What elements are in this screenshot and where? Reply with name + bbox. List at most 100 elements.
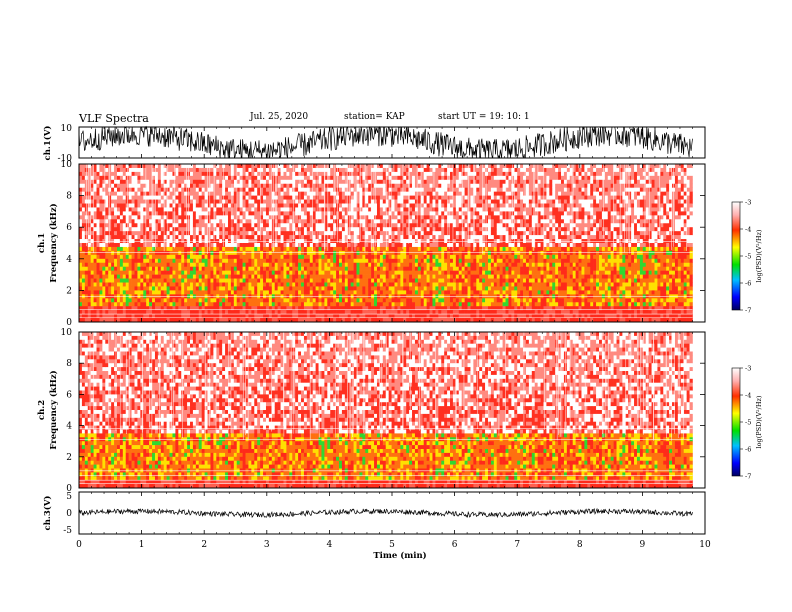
- spectrogram-cell: [414, 270, 419, 275]
- spectrogram-cell: [429, 195, 433, 200]
- spectrogram-cell: [201, 175, 205, 181]
- spectrogram-cell: [102, 235, 106, 240]
- spectrogram-cell: [169, 164, 173, 169]
- spectrogram-cell: [125, 250, 129, 256]
- spectrogram-cell: [356, 183, 360, 188]
- spectrogram-cell: [306, 183, 311, 188]
- spectrogram-cell: [230, 290, 235, 295]
- spectrogram-cell: [265, 290, 270, 295]
- spectrogram-cell: [400, 195, 404, 200]
- spectrogram-cell: [312, 164, 316, 169]
- spectrogram-cell: [119, 219, 124, 224]
- spectrogram-cell: [169, 246, 173, 252]
- spectrogram-cell: [227, 183, 232, 188]
- spectrogram-cell: [318, 258, 322, 264]
- spectrogram-cell: [219, 286, 223, 291]
- spectrogram-cell: [154, 199, 159, 204]
- spectrogram-cell: [152, 270, 156, 275]
- spectrogram-cell: [245, 175, 249, 181]
- spectrogram-cell: [327, 164, 331, 169]
- spectrogram-cell: [391, 302, 395, 307]
- spectrogram-cell: [160, 187, 165, 192]
- spectrogram-cell: [160, 207, 165, 212]
- spectrogram-cell: [265, 235, 270, 240]
- spectrogram-cell: [213, 191, 217, 196]
- spectrogram-cell: [339, 219, 343, 224]
- spectrogram-cell: [172, 286, 176, 291]
- spectrogram-cell: [388, 266, 392, 271]
- spectrogram-cell: [198, 179, 202, 185]
- spectrogram-cell: [166, 290, 170, 295]
- spectrogram-cell: [225, 215, 229, 220]
- spectrogram-cell: [327, 306, 331, 311]
- spectrogram-cell: [245, 171, 249, 177]
- spectrogram-cell: [309, 164, 314, 169]
- spectrogram-cell: [125, 298, 129, 303]
- spectrogram-cell: [213, 195, 217, 200]
- spectrogram-cell: [391, 258, 395, 264]
- spectrogram-cell: [207, 310, 211, 315]
- spectrogram-cell: [333, 278, 337, 283]
- spectrogram-cell: [175, 215, 179, 220]
- spectrogram-cell: [190, 179, 194, 185]
- spectrogram-cell: [172, 207, 176, 212]
- spectrogram-cell: [385, 270, 389, 275]
- spectrogram-cell: [385, 191, 389, 196]
- spectrogram-cell: [134, 167, 138, 173]
- spectrogram-cell: [397, 179, 401, 185]
- spectrogram-cell: [172, 246, 176, 252]
- spectrogram-cell: [295, 258, 299, 264]
- spectrogram-cell: [181, 262, 185, 267]
- spectrogram-cell: [339, 171, 343, 177]
- spectrogram-cell: [230, 282, 235, 287]
- spectrogram-cell: [154, 231, 159, 236]
- spectrogram-cell: [166, 215, 170, 220]
- spectrogram-cell: [321, 306, 325, 311]
- spectrogram-cell: [318, 164, 322, 169]
- spectrogram-cell: [368, 175, 372, 181]
- spectrogram-cell: [245, 187, 249, 192]
- spectrogram-cell: [344, 175, 349, 181]
- spectrogram-cell: [108, 310, 112, 315]
- spectrogram-cell: [192, 310, 197, 315]
- spectrogram-cell: [108, 215, 112, 220]
- spectrogram-cell: [207, 191, 211, 196]
- spectrogram-cell: [330, 262, 334, 267]
- spectrogram-cell: [426, 274, 430, 279]
- spectrogram-cell: [438, 215, 442, 220]
- spectrogram-cell: [376, 223, 381, 228]
- spectrogram-cell: [347, 199, 351, 204]
- spectrogram-cell: [295, 286, 299, 291]
- spectrogram-cell: [102, 286, 106, 291]
- spectrogram-cell: [172, 183, 176, 188]
- spectrogram-cell: [87, 187, 91, 192]
- spectrogram-cell: [268, 270, 273, 275]
- spectrogram-cell: [137, 227, 141, 232]
- spectrogram-cell: [376, 171, 381, 177]
- spectrogram-cell: [195, 167, 200, 173]
- spectrogram-cell: [163, 164, 167, 169]
- spectrogram-cell: [385, 179, 389, 185]
- spectrogram-cell: [108, 227, 112, 232]
- spectrogram-cell: [271, 278, 276, 283]
- spectrogram-cell: [213, 254, 217, 260]
- spectrogram-cell: [324, 187, 328, 192]
- spectrogram-cell: [321, 298, 325, 303]
- spectrogram-cell: [368, 286, 372, 291]
- spectrogram-cell: [382, 298, 387, 303]
- spectrogram-cell: [99, 179, 103, 185]
- spectrogram-cell: [219, 290, 223, 295]
- spectrogram-cell: [321, 171, 325, 177]
- spectrogram-cell: [140, 270, 144, 275]
- spectrogram-cell: [295, 167, 299, 173]
- spectrogram-cell: [400, 270, 404, 275]
- spectrogram-cell: [371, 167, 375, 173]
- spectrogram-cell: [227, 250, 232, 256]
- spectrogram-cell: [257, 266, 261, 271]
- spectrogram-cell: [172, 243, 176, 248]
- spectrogram-cell: [298, 310, 302, 315]
- spectrogram-cell: [432, 266, 436, 271]
- spectrogram-cell: [426, 211, 430, 216]
- spectrogram-cell: [213, 262, 217, 267]
- spectrogram-cell: [388, 191, 392, 196]
